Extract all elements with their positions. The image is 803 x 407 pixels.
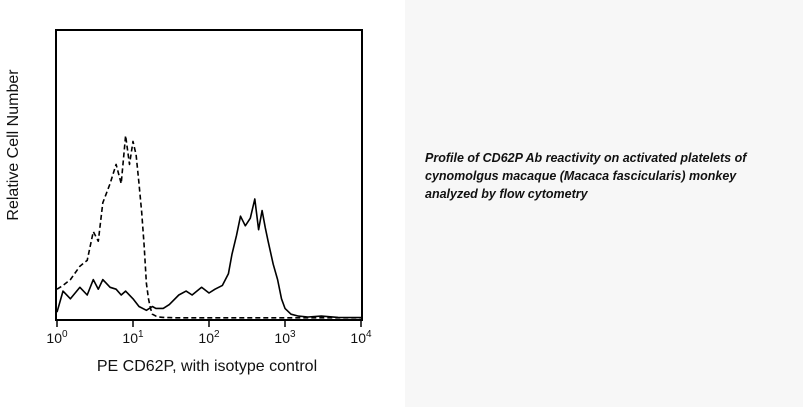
x-tick-label: 100 <box>46 329 68 346</box>
caption-panel <box>405 0 803 407</box>
chart-panel <box>0 0 405 407</box>
x-tick-label: 104 <box>350 329 372 346</box>
cd62p-histogram <box>56 198 361 319</box>
x-tick-label: 101 <box>122 329 144 346</box>
figure-caption: Profile of CD62P Ab reactivity on activa… <box>425 149 795 203</box>
plot-frame <box>55 29 363 321</box>
flow-cytometry-histogram: 100 101 102 103 104 <box>46 29 372 346</box>
series-layer <box>56 134 361 319</box>
caption-line: analyzed by flow cytometry <box>425 187 588 201</box>
x-tick-label: 103 <box>274 329 296 346</box>
x-tick-label: 102 <box>198 329 220 346</box>
isotype-control-histogram <box>56 134 361 319</box>
caption-line: Profile of CD62P Ab reactivity on activa… <box>425 151 747 165</box>
caption-line: cynomolgus macaque (Macaca fascicularis)… <box>425 169 737 183</box>
y-axis-label: Relative Cell Number <box>5 69 22 221</box>
x-axis-ticks: 100 101 102 103 104 <box>46 320 372 346</box>
x-axis-label: PE CD62P, with isotype control <box>96 358 318 375</box>
